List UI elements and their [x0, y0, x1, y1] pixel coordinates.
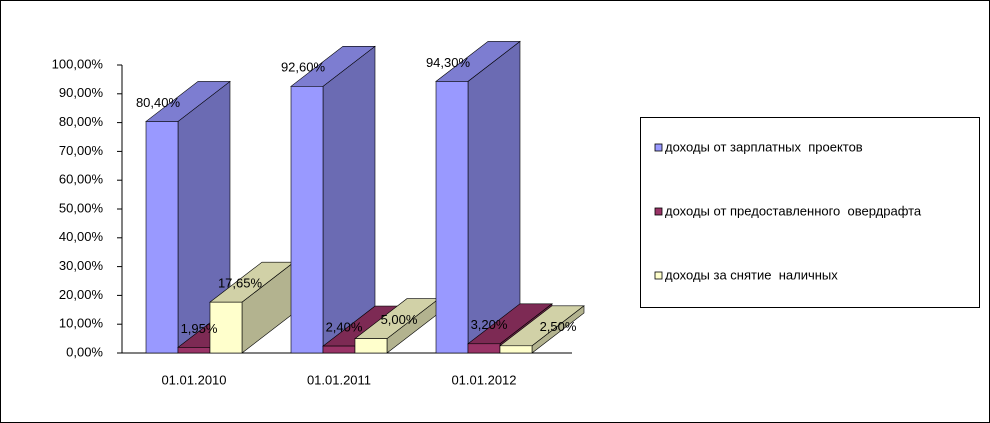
- x-tick-label: 01.01.2011: [307, 372, 371, 387]
- value-label: 92,60%: [281, 60, 326, 75]
- y-tick-label: 10,00%: [59, 316, 104, 331]
- bar-front: [145, 121, 179, 354]
- value-label: 3,20%: [471, 317, 508, 332]
- bar-side: [322, 45, 376, 354]
- value-label: 94,30%: [426, 55, 471, 70]
- y-tick-label: 20,00%: [59, 287, 104, 302]
- y-tick-label: 0,00%: [66, 344, 103, 359]
- legend-box: [640, 117, 980, 308]
- bar-front: [467, 343, 501, 354]
- bar-front: [290, 86, 324, 354]
- bar: [290, 45, 376, 354]
- y-tick-label: 30,00%: [59, 258, 104, 273]
- x-tick-label: 01.01.2010: [161, 372, 226, 387]
- value-label: 2,40%: [326, 320, 363, 335]
- bar-front: [435, 81, 469, 354]
- legend-label: доходы от предоставленного овердрафта: [665, 203, 922, 218]
- legend-swatch: [654, 207, 663, 216]
- value-label: 5,00%: [381, 312, 418, 327]
- value-label: 1,95%: [181, 321, 218, 336]
- bar-front: [322, 345, 356, 354]
- legend-label: доходы за снятие наличных: [665, 267, 838, 282]
- bar-side: [467, 40, 521, 354]
- bar-front: [209, 301, 243, 354]
- y-tick-label: 100,00%: [52, 56, 104, 71]
- y-tick-label: 40,00%: [59, 229, 104, 244]
- legend-swatch: [654, 143, 663, 152]
- legend-label: доходы от зарплатных проектов: [665, 139, 863, 154]
- x-tick-label: 01.01.2012: [451, 372, 516, 387]
- value-label: 17,65%: [218, 276, 263, 291]
- y-tick-label: 70,00%: [59, 143, 104, 158]
- bar-front: [177, 347, 211, 354]
- y-tick-label: 50,00%: [59, 200, 104, 215]
- y-tick-label: 90,00%: [59, 85, 104, 100]
- value-label: 80,40%: [136, 95, 181, 110]
- y-tick-label: 80,00%: [59, 114, 104, 129]
- bar: [145, 80, 231, 354]
- bar-front: [354, 338, 388, 354]
- y-tick-label: 60,00%: [59, 172, 104, 187]
- bar-front: [499, 345, 533, 354]
- bar: [499, 305, 585, 354]
- bar: [435, 40, 521, 354]
- legend-swatch: [654, 271, 663, 280]
- value-label: 2,50%: [540, 319, 577, 334]
- bar: [354, 297, 440, 354]
